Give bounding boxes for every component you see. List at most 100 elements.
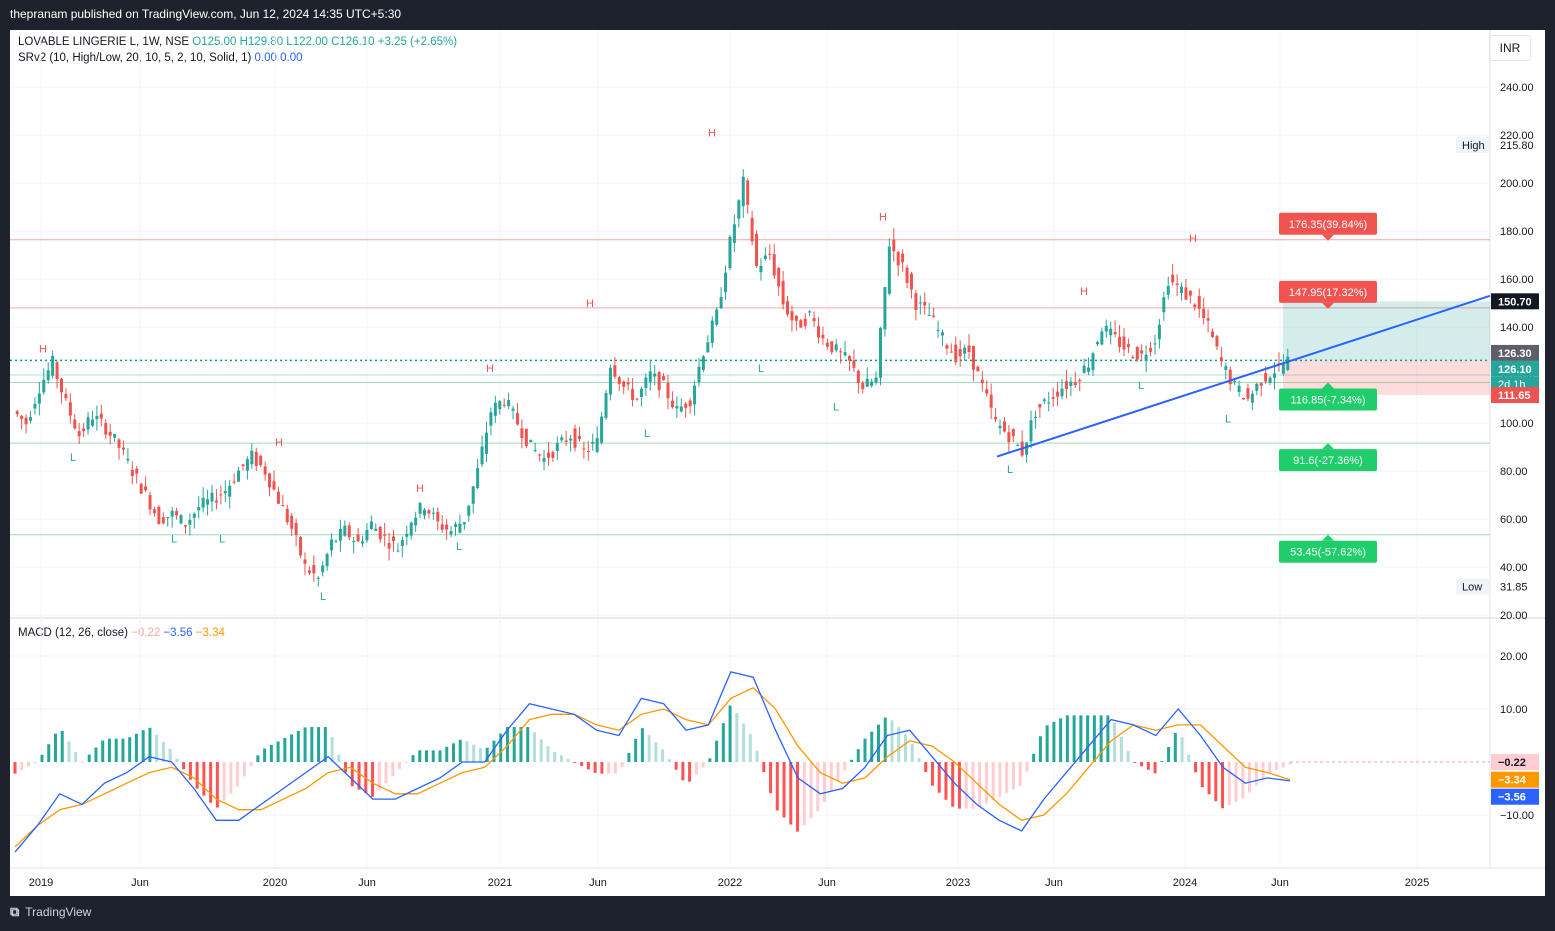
macd-hist-value: −0.22 bbox=[131, 627, 161, 639]
macd-legend[interactable]: MACD (12, 26, close) −0.22 −3.56 −3.34 bbox=[18, 627, 225, 639]
candle-body bbox=[1104, 325, 1108, 332]
candle-body bbox=[817, 326, 821, 338]
macd-histogram-bar bbox=[20, 762, 24, 771]
candle-body bbox=[28, 417, 32, 421]
candle-body bbox=[427, 510, 431, 514]
candle-body bbox=[905, 267, 909, 283]
candle-body bbox=[546, 452, 550, 458]
candle-body bbox=[861, 382, 865, 390]
target-box bbox=[1279, 540, 1377, 563]
candle-body bbox=[383, 534, 387, 536]
candle-body bbox=[1016, 444, 1020, 446]
candle-body bbox=[480, 446, 484, 465]
time-tick-label: 2023 bbox=[946, 877, 970, 889]
macd-histogram-bar bbox=[175, 758, 179, 762]
high-tag: High bbox=[1462, 140, 1485, 152]
candle-body bbox=[963, 347, 967, 354]
candle-body bbox=[511, 408, 515, 411]
candle-body bbox=[1193, 304, 1197, 308]
candle-body bbox=[927, 314, 931, 316]
macd-tick-label: 10.00 bbox=[1500, 704, 1528, 716]
target-label: 147.95(17.32%) bbox=[1289, 287, 1367, 299]
chart-canvas[interactable]: LOVABLE LINGERIE L, 1W, NSE O125.00 H129… bbox=[10, 30, 1545, 896]
ohlc-high: H129.80 bbox=[239, 36, 284, 48]
candle-body bbox=[144, 486, 148, 491]
candle-body bbox=[794, 315, 798, 321]
macd-histogram-bar bbox=[1268, 762, 1272, 773]
currency-button[interactable]: INR bbox=[1489, 35, 1531, 61]
macd-histogram-bar bbox=[1227, 762, 1231, 806]
candle-body bbox=[338, 528, 342, 541]
stop-price-badge-bg bbox=[1491, 387, 1539, 404]
macd-line bbox=[14, 671, 1291, 853]
macd-histogram-bar bbox=[580, 762, 584, 766]
candle-body bbox=[1268, 377, 1272, 383]
candle-body bbox=[396, 550, 400, 552]
candle-body bbox=[281, 505, 285, 507]
candle-body bbox=[46, 370, 50, 381]
candle-body bbox=[914, 293, 918, 310]
candle-body bbox=[701, 356, 705, 370]
candle-body bbox=[591, 441, 595, 444]
candle-body bbox=[688, 400, 692, 407]
candle-body bbox=[980, 379, 984, 384]
candle-body bbox=[250, 450, 254, 465]
srv2-legend[interactable]: SRv2 (10, High/Low, 20, 10, 5, 2, 10, So… bbox=[18, 52, 303, 64]
candle-body bbox=[152, 509, 156, 514]
macd-histogram-bar bbox=[215, 762, 219, 808]
pivot-high-label: H bbox=[275, 437, 283, 449]
macd-histogram-bar bbox=[478, 748, 482, 762]
ohlc-low: L122.00 bbox=[286, 36, 328, 48]
candle-body bbox=[299, 537, 303, 556]
candle-body bbox=[285, 508, 289, 523]
macd-histogram-bar bbox=[647, 735, 651, 762]
pivot-high-label: H bbox=[39, 344, 47, 356]
time-tick-label: Jun bbox=[358, 877, 376, 889]
candle-body bbox=[400, 540, 404, 546]
chart-svg[interactable]: 240.00220.00200.00180.00160.00140.00120.… bbox=[10, 30, 1545, 896]
candle-body bbox=[321, 565, 325, 573]
macd-histogram-bar bbox=[404, 762, 408, 763]
candle-body bbox=[715, 309, 719, 325]
candle-body bbox=[644, 377, 648, 388]
candle-body bbox=[86, 417, 90, 430]
candle-body bbox=[1171, 274, 1175, 283]
macd-histogram-bar bbox=[1005, 762, 1009, 794]
macd-histogram-bar bbox=[782, 762, 786, 818]
macd-histogram-bar bbox=[445, 746, 449, 762]
candle-body bbox=[918, 302, 922, 304]
target-arrow bbox=[1322, 302, 1334, 309]
footer-brand[interactable]: ⧉ TradingView bbox=[10, 904, 91, 920]
candle-body bbox=[272, 481, 276, 490]
candle-body bbox=[148, 495, 152, 510]
symbol-name[interactable]: LOVABLE LINGERIE L, 1W, NSE bbox=[18, 36, 190, 48]
macd-histogram-bar bbox=[890, 720, 894, 762]
macd-histogram-bar bbox=[1045, 725, 1049, 762]
macd-histogram-bar bbox=[202, 762, 206, 796]
candle-body bbox=[825, 342, 829, 347]
macd-histogram-bar bbox=[863, 738, 867, 762]
candle-body bbox=[161, 517, 165, 524]
candle-body bbox=[666, 382, 670, 399]
macd-tick-label: −10.00 bbox=[1500, 810, 1534, 822]
candle-body bbox=[710, 320, 714, 343]
candle-body bbox=[1109, 328, 1113, 336]
macd-signal-value: −3.34 bbox=[195, 627, 225, 639]
macd-histogram-bar bbox=[728, 705, 732, 762]
candle-body bbox=[42, 379, 46, 393]
macd-histogram-bar bbox=[937, 762, 941, 793]
candle-body bbox=[830, 341, 834, 353]
candle-body bbox=[693, 385, 697, 405]
candle-body bbox=[1219, 357, 1223, 362]
candle-body bbox=[741, 176, 745, 207]
target-box bbox=[1279, 212, 1377, 235]
candle-body bbox=[848, 355, 852, 361]
macd-histogram-bar bbox=[107, 738, 111, 762]
macd-histogram-bar bbox=[371, 762, 375, 797]
high-value: 215.80 bbox=[1500, 140, 1534, 152]
macd-histogram-bar bbox=[775, 762, 779, 811]
candle-body bbox=[909, 273, 913, 290]
candle-body bbox=[812, 318, 816, 322]
low-tag-bg bbox=[1456, 578, 1490, 595]
